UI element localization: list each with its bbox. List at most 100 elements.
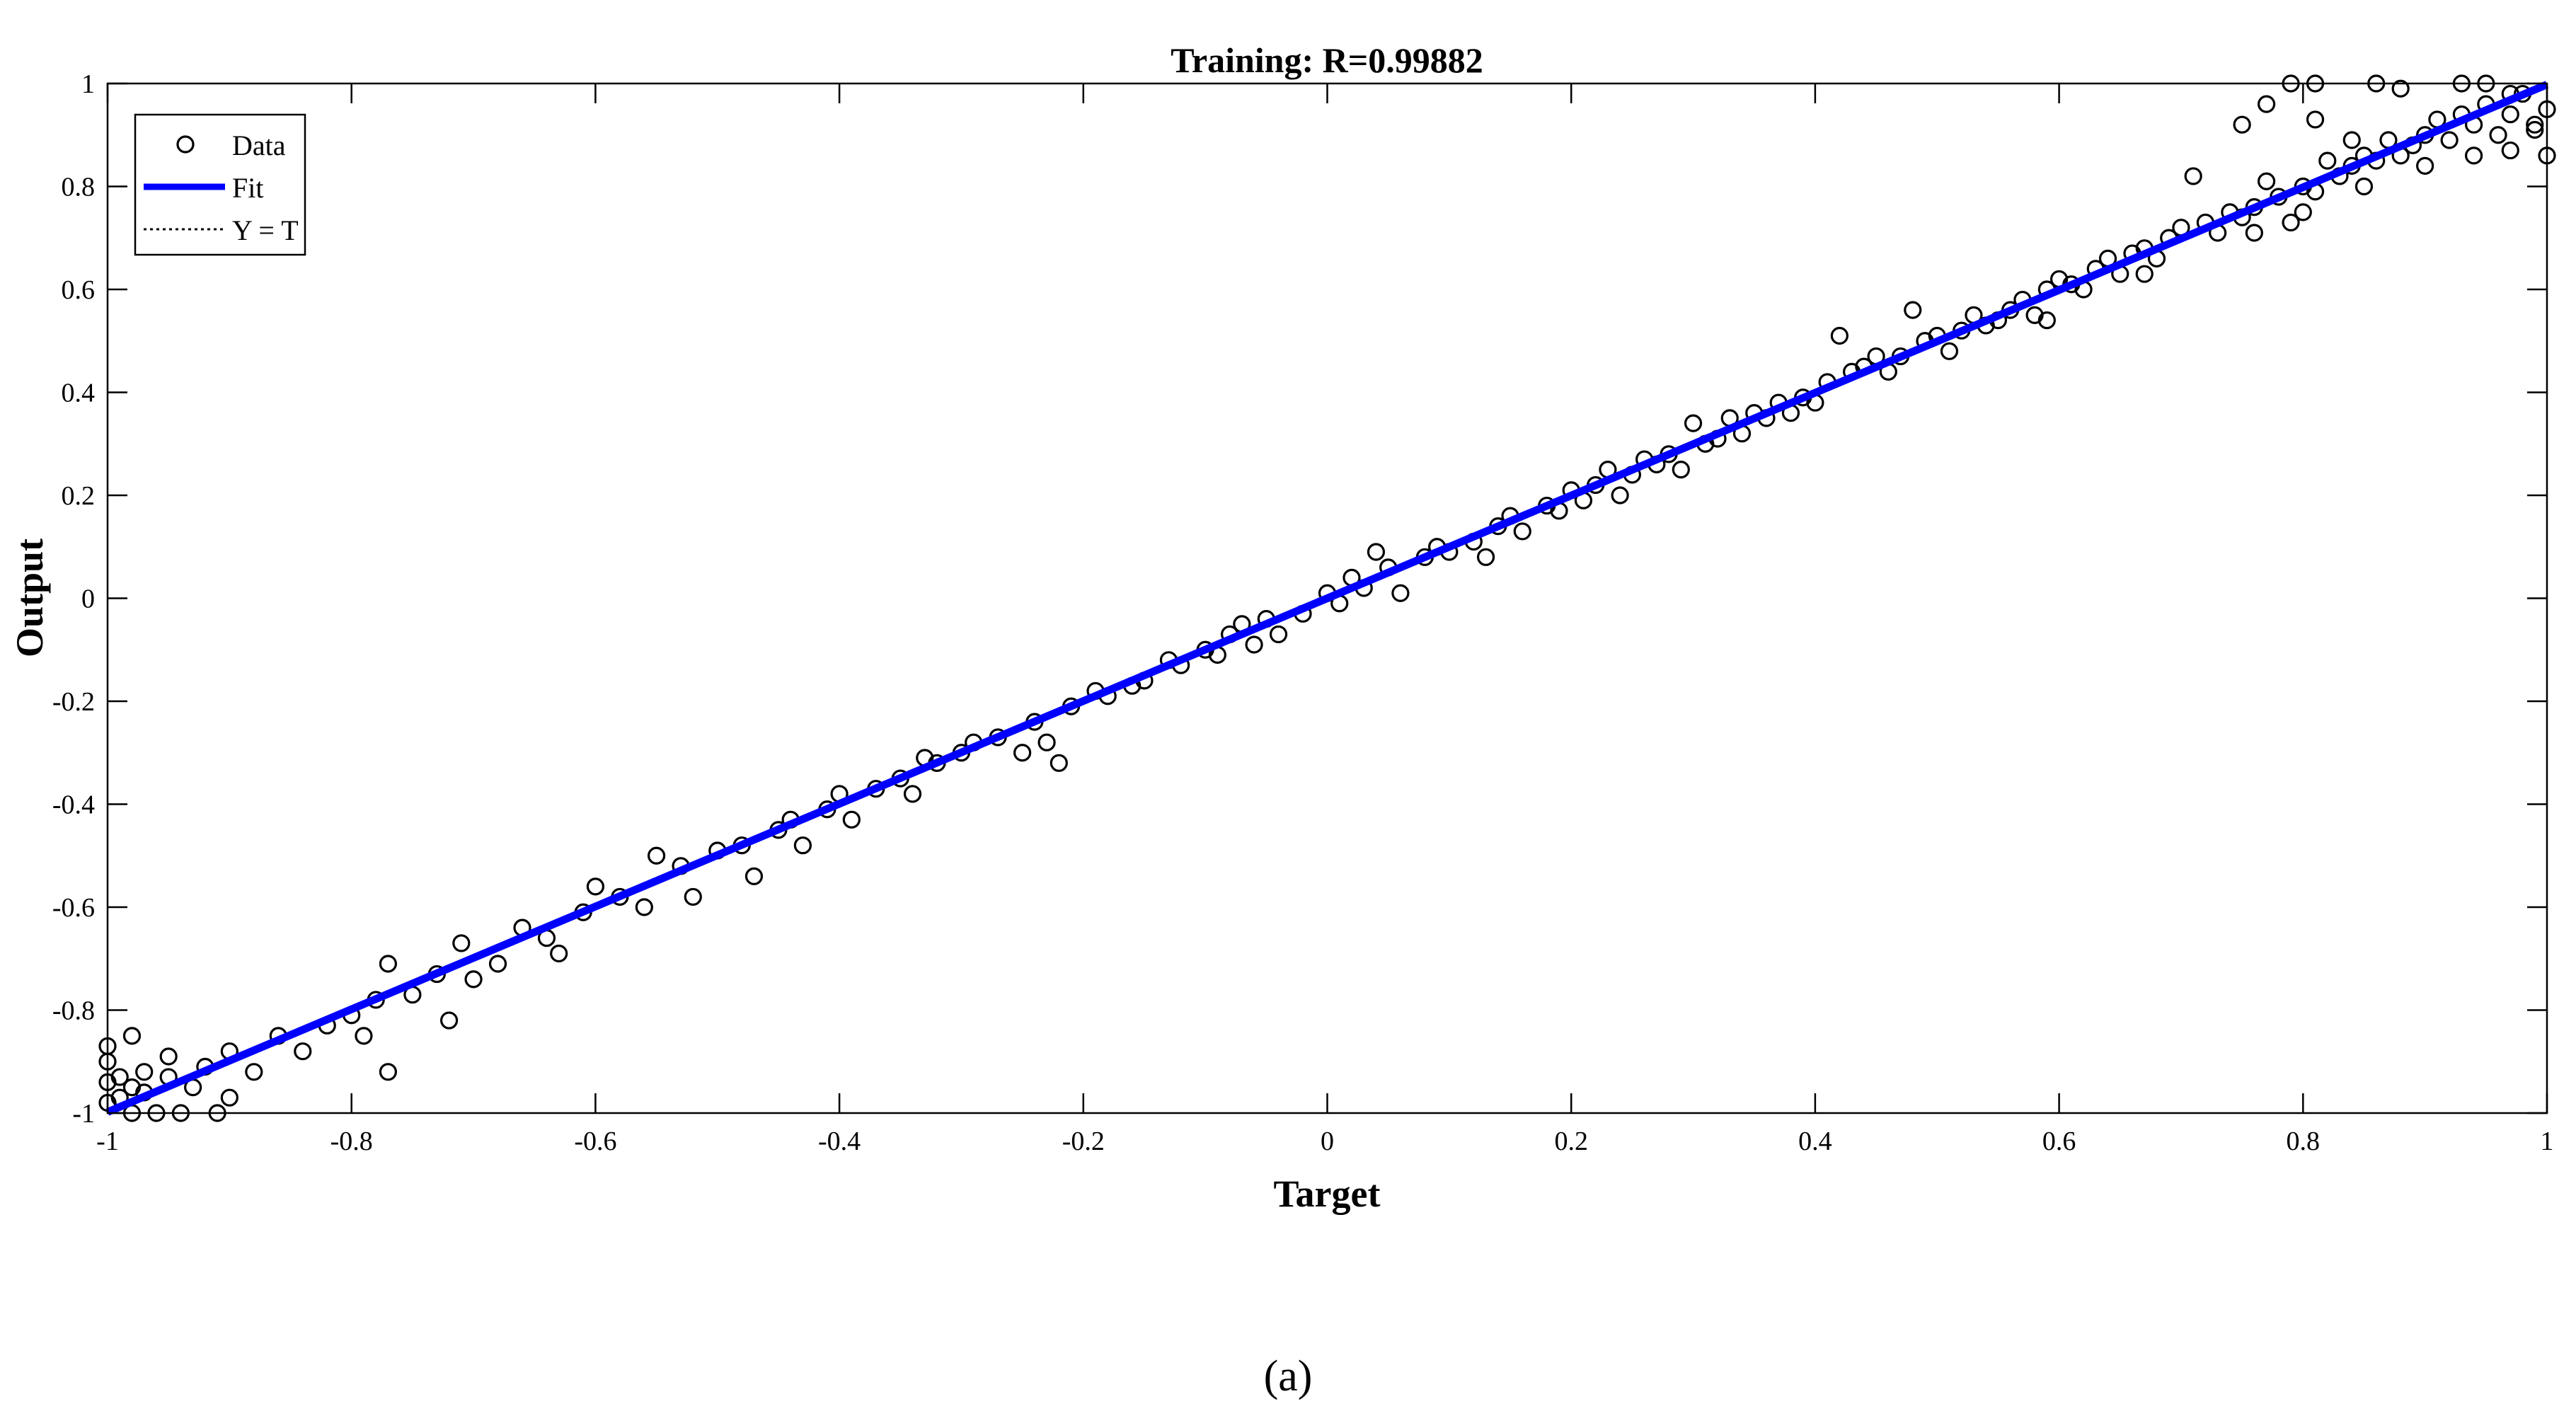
data-point xyxy=(635,898,653,916)
data-point xyxy=(464,970,483,989)
data-point xyxy=(903,785,922,803)
data-point xyxy=(1684,414,1703,432)
data-point xyxy=(1050,754,1068,772)
data-point xyxy=(1391,584,1410,602)
data-point xyxy=(147,1104,166,1122)
y-tick-label: 0 xyxy=(81,584,95,614)
x-tick-label: -0.2 xyxy=(1062,1127,1105,1156)
data-point xyxy=(1940,342,1959,360)
data-point xyxy=(684,887,702,906)
data-point xyxy=(2367,74,2386,93)
data-point xyxy=(1672,461,1690,479)
data-point xyxy=(2440,131,2459,149)
data-point xyxy=(245,1063,263,1081)
data-point xyxy=(1245,635,1263,654)
legend-identity-label: Y = T xyxy=(232,214,299,246)
y-tick-label: -0.8 xyxy=(52,996,95,1026)
x-axis-label: Target xyxy=(1274,1173,1381,1215)
data-point xyxy=(135,1063,154,1081)
data-point xyxy=(842,810,861,829)
data-point xyxy=(452,934,471,952)
data-point xyxy=(1513,522,1531,541)
data-point xyxy=(550,944,568,963)
legend-data-label: Data xyxy=(232,129,286,161)
data-point xyxy=(2306,74,2325,93)
data-point xyxy=(1611,486,1629,505)
data-point xyxy=(1367,543,1386,561)
data-point xyxy=(2416,156,2434,175)
data-point xyxy=(2257,172,2276,190)
data-point xyxy=(2318,151,2337,170)
data-point xyxy=(2282,74,2300,93)
data-point xyxy=(1904,301,1922,319)
y-tick-label: 0.6 xyxy=(62,275,96,305)
y-tick-label: -0.4 xyxy=(52,790,95,820)
data-point xyxy=(220,1088,238,1107)
data-point xyxy=(586,877,605,896)
data-point xyxy=(2464,146,2483,165)
data-point xyxy=(2294,203,2312,221)
x-tick-label: 0.2 xyxy=(1554,1127,1588,1156)
x-tick-label: -0.4 xyxy=(818,1127,861,1156)
data-point xyxy=(2526,115,2544,134)
data-point xyxy=(110,1068,129,1086)
data-point xyxy=(2501,105,2519,124)
y-tick-label: -0.6 xyxy=(52,893,95,923)
data-point xyxy=(2306,110,2325,129)
data-point xyxy=(379,955,398,973)
data-point xyxy=(2452,74,2471,93)
data-point xyxy=(2282,213,2300,232)
data-point xyxy=(1037,733,1056,751)
x-tick-label: 0 xyxy=(1321,1127,1334,1156)
y-tick-label: 0.4 xyxy=(62,379,96,408)
y-tick-label: -1 xyxy=(72,1099,95,1129)
x-tick-label: 0.6 xyxy=(2042,1127,2076,1156)
data-point xyxy=(1269,625,1288,644)
figure-caption: (a) xyxy=(1264,1352,1313,1400)
data-point xyxy=(171,1104,190,1122)
legend-data-marker xyxy=(176,135,195,154)
data-point xyxy=(793,836,812,855)
data-point xyxy=(439,1011,459,1030)
data-point xyxy=(2477,74,2495,93)
y-axis-label: Output xyxy=(8,538,51,657)
data-point xyxy=(744,867,764,885)
y-tick-label: -0.2 xyxy=(52,687,95,717)
x-tick-label: -0.8 xyxy=(330,1127,373,1156)
fit-line xyxy=(105,81,2549,1116)
data-point xyxy=(294,1042,312,1061)
chart-title: Training: R=0.99882 xyxy=(1171,40,1483,80)
x-tick-label: 1 xyxy=(2541,1127,2554,1156)
data-point xyxy=(122,1027,142,1045)
data-point xyxy=(647,846,666,865)
data-point xyxy=(2257,95,2276,113)
x-tick-label: 0.4 xyxy=(1798,1127,1832,1156)
data-point xyxy=(2391,79,2410,98)
axis-ticks: -1 -0.8 -0.6 -0.4 -0.2 0 0.2 0.4 0.6 0.8 1 -1 -0.8 -0… xyxy=(52,69,2554,1156)
legend-fit-label: Fit xyxy=(232,172,263,204)
legend: Data Fit Y = T xyxy=(134,113,306,256)
data-point xyxy=(488,955,507,973)
y-tick-label: 0.2 xyxy=(62,481,96,511)
data-point xyxy=(355,1027,373,1045)
data-point xyxy=(2135,265,2154,283)
data-point xyxy=(2342,131,2361,149)
data-point xyxy=(2501,141,2519,160)
data-point xyxy=(2184,167,2202,185)
data-point xyxy=(159,1047,178,1066)
data-point xyxy=(98,1037,117,1056)
data-point xyxy=(2037,311,2056,330)
data-point xyxy=(2354,177,2374,196)
data-point xyxy=(2526,120,2544,139)
x-tick-label: -1 xyxy=(96,1127,119,1156)
data-point xyxy=(208,1104,226,1122)
data-point xyxy=(1013,744,1032,762)
data-point xyxy=(1830,326,1848,345)
data-point xyxy=(1476,548,1495,566)
data-point xyxy=(2489,126,2507,144)
data-point xyxy=(379,1063,398,1081)
y-tick-label: 1 xyxy=(81,69,95,99)
data-point xyxy=(2538,146,2556,165)
data-point xyxy=(2245,224,2263,242)
